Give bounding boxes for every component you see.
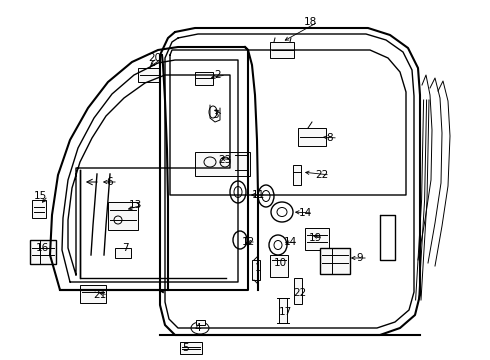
FancyBboxPatch shape [30, 240, 56, 264]
Text: 16: 16 [35, 243, 49, 253]
Text: 11: 11 [251, 190, 265, 200]
Text: 20: 20 [148, 53, 162, 63]
Text: 17: 17 [278, 307, 292, 317]
FancyBboxPatch shape [196, 320, 205, 325]
Text: 14: 14 [298, 208, 312, 218]
Text: 18: 18 [303, 17, 317, 27]
FancyBboxPatch shape [80, 285, 106, 303]
Text: 21: 21 [94, 290, 107, 300]
Text: 22: 22 [316, 170, 329, 180]
Text: 6: 6 [107, 177, 113, 187]
FancyBboxPatch shape [320, 248, 350, 274]
Text: 19: 19 [308, 233, 321, 243]
Text: 9: 9 [357, 253, 363, 263]
Text: 13: 13 [128, 200, 142, 210]
Text: 1: 1 [255, 263, 261, 273]
FancyBboxPatch shape [298, 128, 326, 146]
Text: 12: 12 [242, 237, 255, 247]
FancyBboxPatch shape [180, 342, 202, 354]
Text: 10: 10 [273, 258, 287, 268]
FancyBboxPatch shape [305, 228, 329, 250]
Text: 22: 22 [294, 288, 307, 298]
FancyBboxPatch shape [108, 202, 138, 230]
FancyBboxPatch shape [195, 72, 213, 85]
FancyBboxPatch shape [279, 298, 287, 323]
FancyBboxPatch shape [294, 278, 302, 304]
Text: 23: 23 [219, 155, 232, 165]
FancyBboxPatch shape [115, 248, 131, 258]
Text: 7: 7 [122, 243, 128, 253]
Text: 14: 14 [283, 237, 296, 247]
Text: 5: 5 [182, 343, 188, 353]
FancyBboxPatch shape [32, 200, 46, 218]
FancyBboxPatch shape [138, 68, 160, 82]
Text: 4: 4 [195, 323, 201, 333]
Text: 8: 8 [327, 133, 333, 143]
FancyBboxPatch shape [195, 152, 250, 176]
FancyBboxPatch shape [293, 165, 301, 185]
Text: 15: 15 [33, 191, 47, 201]
FancyBboxPatch shape [252, 260, 260, 280]
FancyBboxPatch shape [270, 42, 294, 58]
Text: 2: 2 [215, 70, 221, 80]
Text: 3: 3 [212, 110, 219, 120]
FancyBboxPatch shape [270, 255, 288, 277]
